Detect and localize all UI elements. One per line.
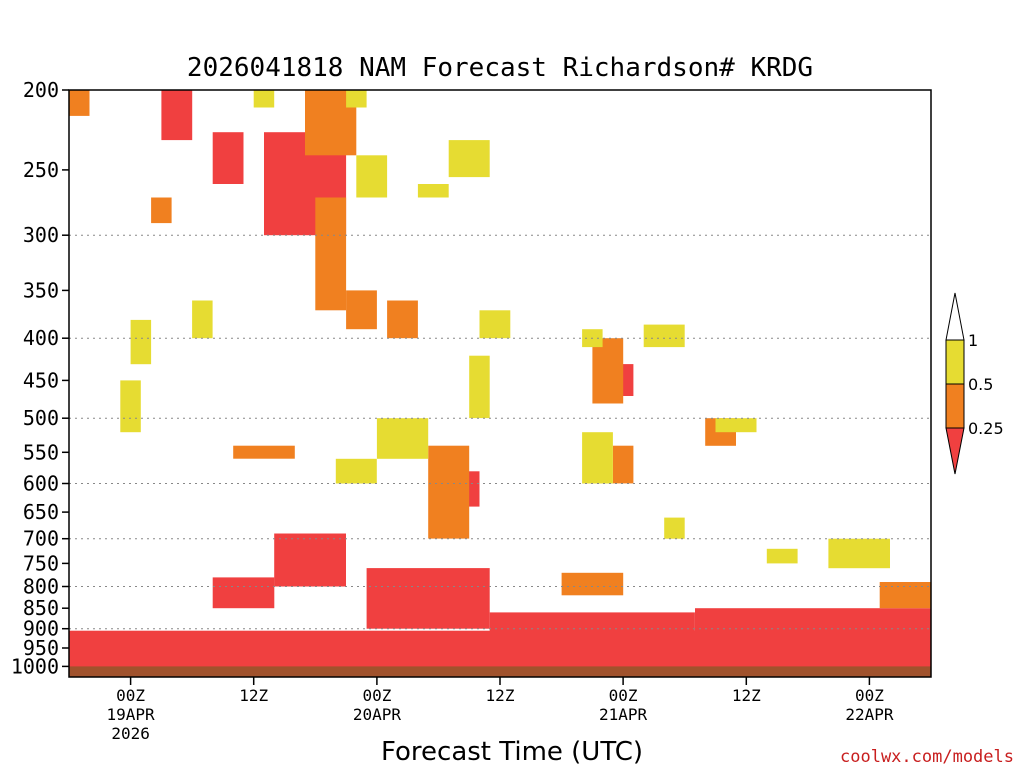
ri-region xyxy=(489,612,695,652)
y-tick-label: 250 xyxy=(23,158,59,182)
x-tick-label: 00Z xyxy=(609,686,638,705)
ri-region xyxy=(561,572,624,596)
ri-region xyxy=(612,445,634,484)
ri-region xyxy=(69,90,90,116)
y-tick-label: 400 xyxy=(23,326,59,350)
y-tick-label: 350 xyxy=(23,278,59,302)
y-tick-label: 900 xyxy=(23,617,59,641)
ri-region xyxy=(120,380,141,433)
x-axis-label: Forecast Time (UTC) xyxy=(381,737,643,767)
ri-region xyxy=(192,300,213,339)
ri-region xyxy=(346,290,377,330)
credit-text: coolwx.com/models xyxy=(840,747,1014,767)
ri-region xyxy=(376,418,429,459)
ri-region xyxy=(161,90,193,141)
ri-region xyxy=(346,90,367,108)
ri-region xyxy=(469,355,490,419)
ri-region xyxy=(582,432,613,484)
ri-region xyxy=(643,324,685,348)
colorbar-label: 0.5 xyxy=(968,375,993,394)
x-tick-label: 12Z xyxy=(239,686,268,705)
y-tick-label: 550 xyxy=(23,440,59,464)
plot-frame xyxy=(68,89,932,678)
y-tick-label: 800 xyxy=(23,575,59,599)
chart-title: 2026041818 NAM Forecast Richardson# KRDG xyxy=(187,53,813,83)
colorbar-top-arrow xyxy=(945,292,965,341)
ri-region xyxy=(151,197,172,224)
x-date-label: 19APR xyxy=(107,705,156,724)
ri-region xyxy=(592,338,624,404)
colorbar-swatch xyxy=(945,339,965,385)
ri-region xyxy=(315,197,347,311)
ri-region xyxy=(130,319,152,365)
x-date-label: 21APR xyxy=(599,705,648,724)
surface-fill xyxy=(69,666,931,677)
y-tick-label: 850 xyxy=(23,596,59,620)
ri-region xyxy=(715,418,757,433)
ri-region xyxy=(212,577,275,609)
y-axis: 200 250 300 350 400 450 500 550 600 650 7007508008… xyxy=(11,78,69,678)
ri-region xyxy=(387,300,418,339)
x-year-label: 2026 xyxy=(111,724,150,743)
ri-region xyxy=(274,533,346,587)
colorbar: 1 0.5 0.25 xyxy=(945,292,1004,475)
ri-region xyxy=(828,538,890,569)
ri-region xyxy=(479,310,511,339)
ri-region xyxy=(766,548,798,564)
ri-region xyxy=(428,445,470,539)
colorbar-bottom-arrow xyxy=(945,427,965,475)
ri-region xyxy=(335,458,377,484)
y-tick-label: 600 xyxy=(23,472,59,496)
x-tick-label: 00Z xyxy=(362,686,391,705)
ri-region xyxy=(253,90,275,108)
ri-region xyxy=(366,568,490,629)
y-tick-label: 700 xyxy=(23,527,59,551)
ri-region xyxy=(212,132,244,184)
colorbar-swatch xyxy=(945,383,965,429)
ri-region xyxy=(233,445,295,459)
ri-region xyxy=(417,184,449,198)
y-tick-label: 1000 xyxy=(11,654,59,678)
y-tick-label: 450 xyxy=(23,368,59,392)
x-tick-label: 12Z xyxy=(732,686,761,705)
x-tick-label: 00Z xyxy=(116,686,145,705)
x-date-label: 22APR xyxy=(845,705,894,724)
y-tick-label: 650 xyxy=(23,500,59,524)
y-tick-label: 500 xyxy=(23,406,59,430)
plot-area xyxy=(68,89,932,678)
y-tick-label: 300 xyxy=(23,223,59,247)
ri-region xyxy=(448,140,490,178)
colorbar-label: 0.25 xyxy=(968,419,1004,438)
x-tick-label: 00Z xyxy=(855,686,884,705)
colorbar-label: 1 xyxy=(968,331,978,350)
ri-region xyxy=(664,517,685,539)
ri-region xyxy=(695,608,931,652)
y-tick-label: 750 xyxy=(23,551,59,575)
x-tick-label: 12Z xyxy=(486,686,515,705)
y-tick-label: 200 xyxy=(23,78,59,102)
x-date-label: 20APR xyxy=(353,705,402,724)
ri-region xyxy=(356,155,388,198)
ri-region xyxy=(879,582,931,609)
y-tick-label: 950 xyxy=(23,636,59,660)
